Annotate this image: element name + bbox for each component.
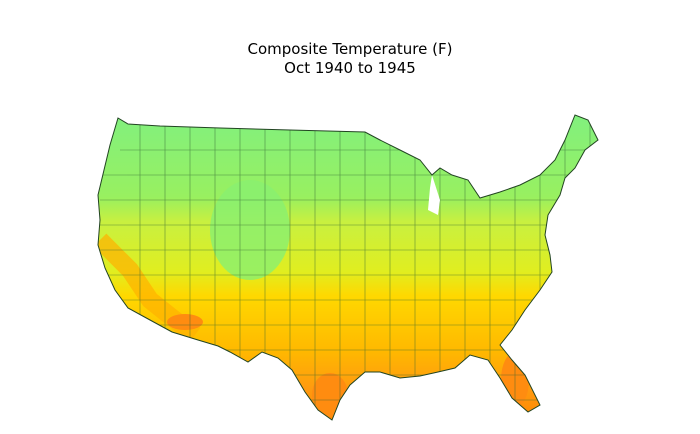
cool-region — [210, 180, 290, 280]
temperature-field — [98, 115, 598, 420]
map-area — [98, 115, 598, 420]
county-lines — [100, 115, 598, 420]
map-title: Composite Temperature (F) — [248, 40, 453, 58]
hot-spot — [312, 373, 348, 417]
lake-michigan — [428, 175, 440, 215]
map-subtitle: Oct 1940 to 1945 — [284, 59, 416, 77]
us-outline — [97, 114, 599, 421]
hot-spot — [167, 314, 203, 330]
